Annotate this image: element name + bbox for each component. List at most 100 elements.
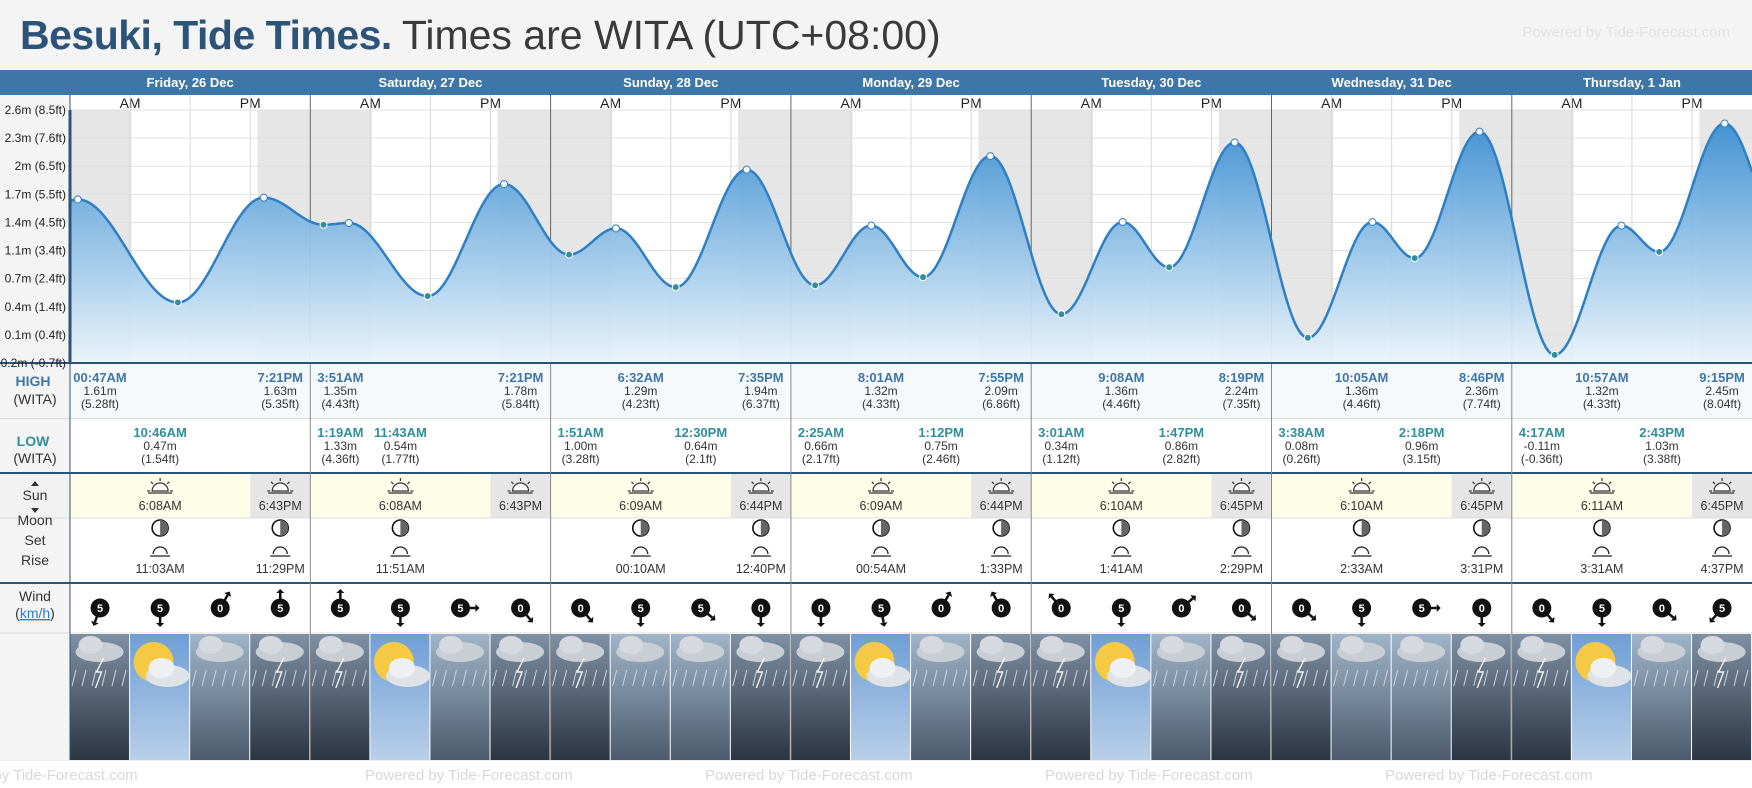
rain-streak [1152, 669, 1158, 687]
high-tide-time: 00:47AM [73, 370, 126, 385]
high-tide-point[interactable] [344, 218, 353, 227]
rain-streak [1212, 669, 1218, 687]
high-tide-point[interactable] [986, 152, 995, 161]
page-header: Besuki, Tide Times. Times are WITA (UTC+0… [0, 0, 1752, 70]
cloud-icon [499, 636, 524, 654]
high-tide-point[interactable] [1475, 127, 1484, 136]
wind-arrow-icon [1592, 598, 1612, 618]
low-tide-point[interactable] [319, 220, 328, 229]
sunrise-time: 6:08AM [139, 499, 182, 513]
sunrise-ray [1127, 481, 1131, 485]
wind-unit-link[interactable]: km/h [20, 605, 50, 621]
cloud-icon [1109, 658, 1136, 678]
wind-speed: 0 [1058, 603, 1064, 615]
cloud-icon [258, 636, 283, 654]
cloud-icon [148, 658, 175, 678]
cloud-icon [679, 636, 704, 654]
low-tide-point[interactable] [671, 283, 680, 292]
low-tide-point[interactable] [1655, 247, 1664, 256]
wind-arrow-head [816, 623, 825, 627]
rain-streak [922, 669, 928, 687]
moonrise-icon [753, 546, 769, 555]
wind-arrow-icon [270, 598, 290, 618]
rain-streak [1202, 669, 1208, 687]
low-tide-point[interactable] [1057, 310, 1066, 319]
high-tide-point[interactable] [867, 221, 876, 230]
high-tide-height: 1.35m [324, 384, 357, 398]
high-tide-point[interactable] [611, 224, 620, 233]
rain-streak [1483, 669, 1489, 687]
wind-arrow-head [475, 604, 480, 612]
rain-streak [542, 669, 548, 687]
high-tide-point[interactable] [1230, 138, 1239, 147]
low-tide-time: 2:25AM [798, 425, 844, 440]
high-tide-time: 8:46PM [1459, 370, 1505, 385]
rain-streak [722, 669, 728, 687]
cloud-icon [1590, 658, 1617, 678]
high-tide-time: 7:21PM [498, 370, 544, 385]
low-tide-time: 3:01AM [1038, 425, 1084, 440]
low-tide-point[interactable] [919, 273, 928, 282]
rain-streak [1162, 669, 1168, 687]
wind-arrow-head [636, 623, 645, 627]
high-tide-point[interactable] [500, 180, 509, 189]
rain-streak [1082, 669, 1088, 687]
rain-streak [231, 669, 237, 687]
page-title: Besuki, Tide Times. Times are WITA (UTC+0… [20, 10, 941, 60]
high-tide-time: 8:01AM [858, 370, 904, 385]
high-tide-point[interactable] [742, 165, 751, 174]
wind-arrow-icon [811, 598, 831, 618]
timezone-note: Times are WITA (UTC+08:00) [401, 12, 941, 58]
sun-up-arrow-icon [31, 481, 39, 486]
rain-streak [1723, 669, 1729, 687]
cloud-icon [979, 636, 1004, 654]
sunrise-icon [872, 482, 890, 492]
high-tide-point[interactable] [1720, 119, 1729, 128]
sunset-cell [730, 474, 791, 518]
high-tide-point[interactable] [1617, 221, 1626, 230]
high-tide-height-ft: (4.33ft) [862, 397, 900, 411]
rain-streak [1513, 669, 1519, 687]
high-tide-point[interactable] [1118, 218, 1127, 227]
wind-arrow-icon [150, 598, 170, 618]
low-tide-point[interactable] [565, 250, 574, 259]
high-tide-height: 1.32m [1585, 384, 1618, 398]
sunrise-ray [647, 481, 651, 485]
powered-by[interactable]: Powered by Tide-Forecast.com [1522, 24, 1730, 41]
sunset-cell [1451, 474, 1512, 518]
high-tide-point[interactable] [73, 195, 82, 204]
rain-streak [602, 669, 608, 687]
low-tide-point[interactable] [1550, 350, 1559, 359]
rain-streak [1353, 669, 1359, 687]
low-tide-point[interactable] [173, 298, 182, 307]
sunrise-time: 6:11AM [1581, 499, 1623, 513]
wind-speed: 5 [397, 603, 403, 615]
low-tide-point[interactable] [1165, 263, 1174, 272]
high-tide-height-ft: (5.28ft) [81, 397, 119, 411]
low-tide-point[interactable] [423, 292, 432, 301]
low-tide-point[interactable] [1303, 333, 1312, 342]
moonset-time: 00:54AM [856, 562, 906, 576]
wind-speed: 0 [938, 603, 944, 615]
rain-streak [1002, 669, 1008, 687]
high-tide-point[interactable] [259, 193, 268, 202]
rain-streak [1363, 669, 1369, 687]
cloud-icon [919, 636, 944, 654]
sunrise-ray [631, 481, 635, 485]
lightning-icon [815, 657, 826, 689]
low-tide-point[interactable] [1410, 254, 1419, 263]
rain-streak [932, 669, 938, 687]
high-tide-height-ft: (4.46ft) [1102, 397, 1140, 411]
wind-speed: 5 [1359, 603, 1365, 615]
rain-streak [592, 669, 598, 687]
sunrise-ray [1608, 481, 1612, 485]
high-tide-point[interactable] [1368, 218, 1377, 227]
moonrise-time: 12:40PM [736, 562, 786, 576]
rain-streak [762, 669, 768, 687]
rain-streak [702, 669, 708, 687]
wind-speed: 5 [1118, 603, 1124, 615]
lightning-icon [1056, 657, 1066, 689]
cloud-icon [78, 636, 103, 654]
sunrise-time: 6:10AM [1340, 499, 1383, 513]
low-tide-point[interactable] [811, 281, 820, 290]
